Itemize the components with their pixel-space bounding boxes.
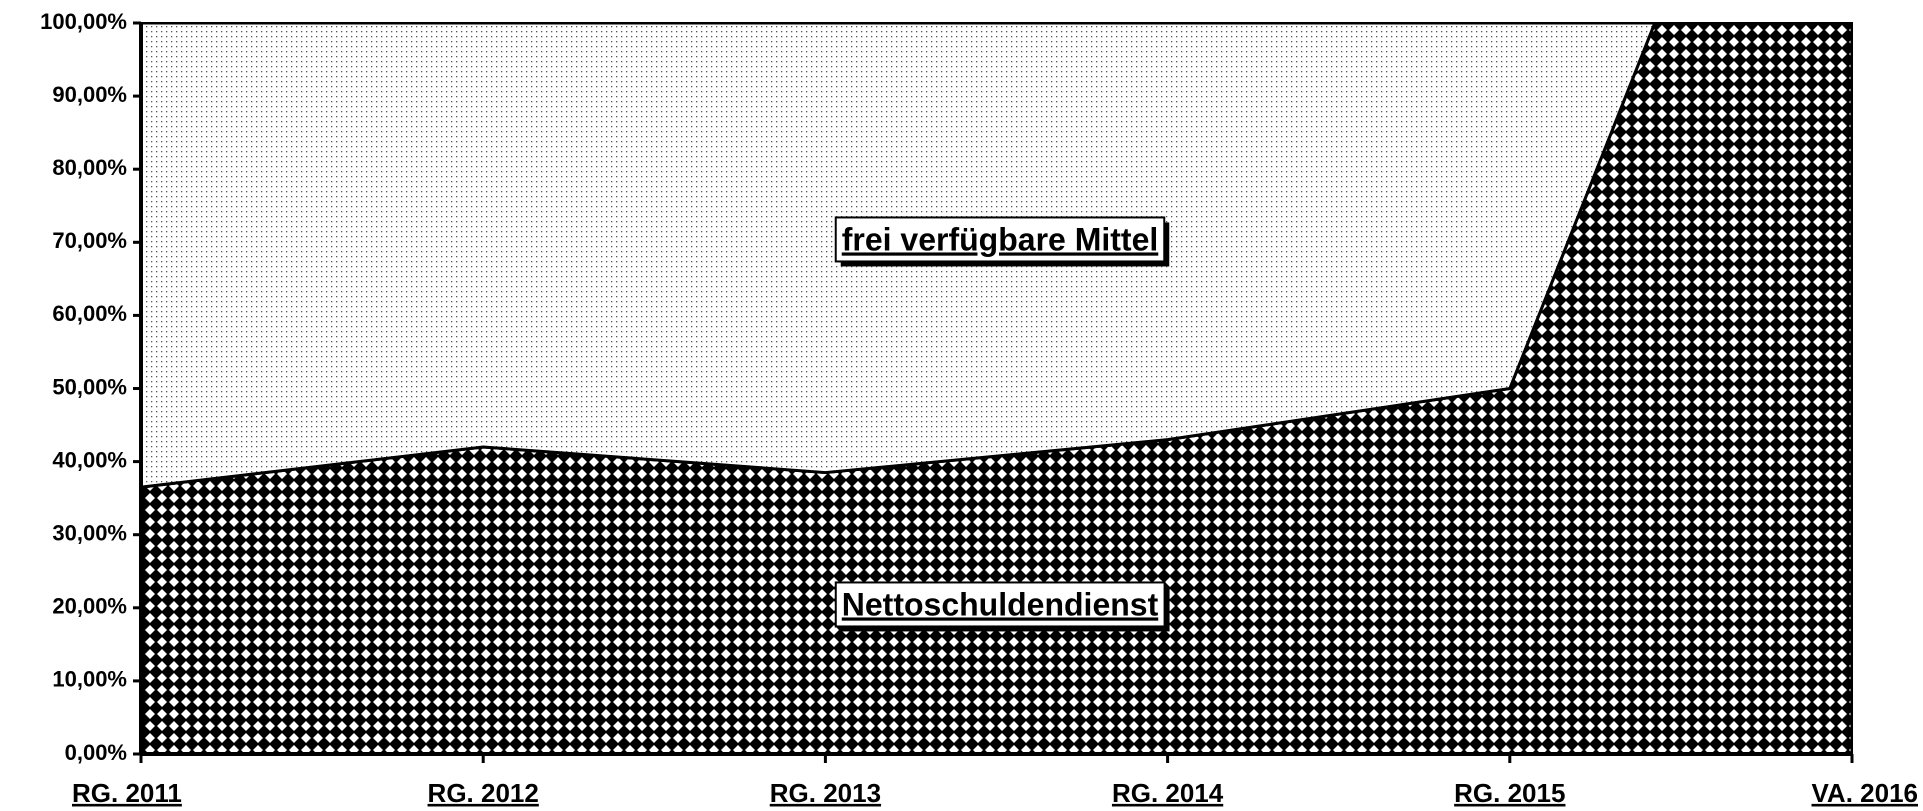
y-tick-label: 10,00%: [52, 667, 127, 692]
y-tick-label: 60,00%: [52, 301, 127, 326]
label-box: [834, 581, 1166, 628]
x-tick-label: RG. 2011: [72, 778, 182, 808]
plot-area: [141, 23, 1852, 754]
y-tick-label: 0,00%: [65, 740, 127, 765]
y-tick-label: 100,00%: [40, 9, 127, 34]
y-tick-label: 90,00%: [52, 82, 127, 107]
label-box: [834, 216, 1166, 263]
series-label-text: Nettoschuldendienst: [842, 586, 1159, 622]
x-tick-label: RG. 2014: [1112, 778, 1224, 808]
y-tick-label: 50,00%: [52, 374, 127, 399]
y-tick-label: 30,00%: [52, 521, 127, 546]
y-tick-label: 20,00%: [52, 594, 127, 619]
x-tick-label: VA. 2016: [1812, 778, 1918, 808]
x-tick-label: RG. 2015: [1454, 778, 1565, 808]
series-label: frei verfügbare Mittel: [834, 216, 1170, 267]
x-tick-label: RG. 2013: [770, 778, 881, 808]
series-label-text: frei verfügbare Mittel: [842, 221, 1159, 257]
y-tick-label: 40,00%: [52, 447, 127, 472]
series-label: Nettoschuldendienst: [834, 581, 1170, 632]
x-tick-label: RG. 2012: [428, 778, 539, 808]
y-tick-label: 80,00%: [52, 155, 127, 180]
y-tick-label: 70,00%: [52, 228, 127, 253]
